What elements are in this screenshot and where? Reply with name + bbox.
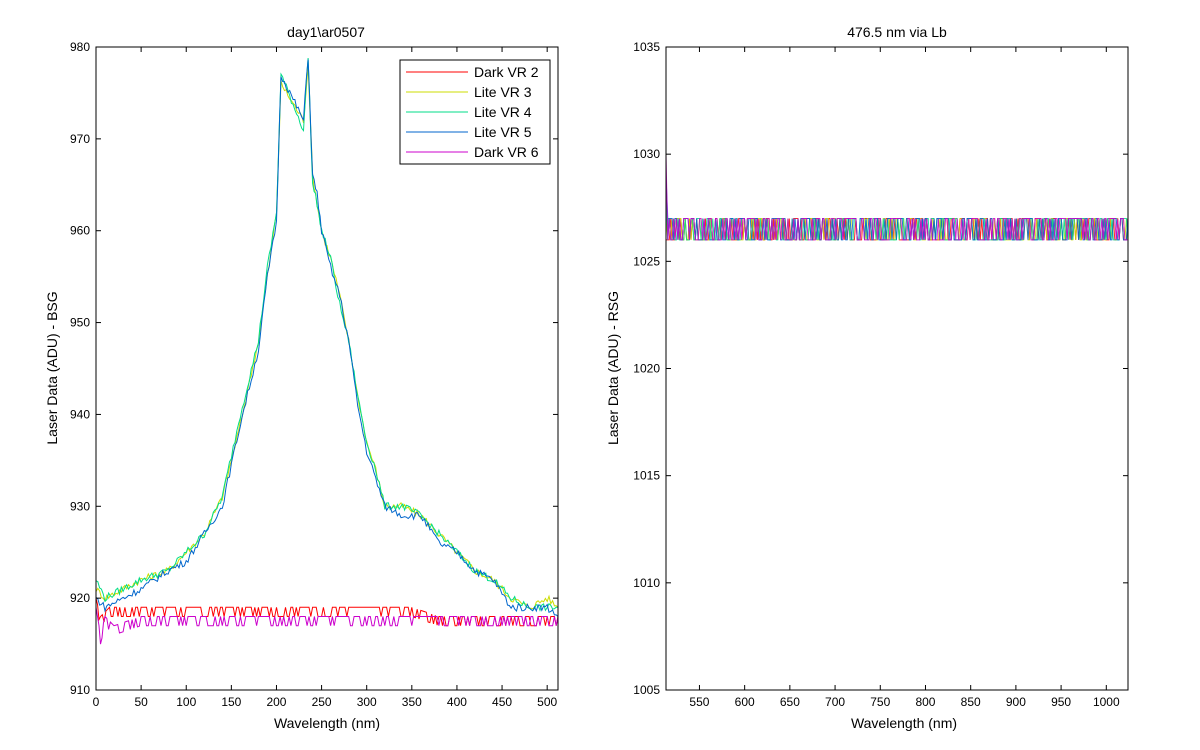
series-line-5 [665, 154, 1128, 241]
y-tick-label: 980 [70, 40, 90, 54]
right-y-axis-label: Laser Data (ADU) - RSG [605, 291, 621, 445]
y-tick-label: 940 [70, 407, 90, 421]
x-tick-label: 700 [825, 695, 845, 709]
right-x-axis-label: Wavelength (nm) [851, 715, 957, 731]
y-tick-label: 910 [70, 683, 90, 697]
x-tick-label: 400 [447, 695, 467, 709]
x-tick-label: 600 [735, 695, 755, 709]
series-line-5 [95, 607, 559, 645]
left-chart-title: day1\ar0507 [287, 24, 365, 40]
legend: Dark VR 2 Lite VR 3 Lite VR 4 Lite VR 5 Dark… [399, 59, 551, 165]
x-tick-label: 0 [93, 695, 100, 709]
x-tick-label: 850 [961, 695, 981, 709]
x-tick-label: 550 [689, 695, 709, 709]
y-tick-label: 1010 [633, 576, 660, 590]
x-tick-label: 450 [492, 695, 512, 709]
left-plot-area [95, 57, 559, 645]
x-tick-label: 650 [780, 695, 800, 709]
y-tick-label: 920 [70, 591, 90, 605]
y-tick-label: 1035 [633, 40, 660, 54]
x-tick-label: 350 [402, 695, 422, 709]
x-tick-label: 250 [312, 695, 332, 709]
y-tick-label: 970 [70, 132, 90, 146]
x-tick-label: 800 [915, 695, 935, 709]
x-tick-label: 500 [537, 695, 557, 709]
legend-entry: Lite VR 5 [474, 124, 532, 140]
left-axes-frame [95, 46, 559, 691]
x-tick-label: 150 [221, 695, 241, 709]
series-line-4 [95, 59, 559, 617]
y-tick-label: 1025 [633, 254, 660, 268]
x-tick-label: 50 [134, 695, 148, 709]
y-tick-label: 950 [70, 316, 90, 330]
x-tick-label: 200 [266, 695, 286, 709]
x-tick-label: 750 [870, 695, 890, 709]
right-chart-title: 476.5 nm via Lb [847, 24, 947, 40]
legend-entry: Lite VR 3 [474, 84, 532, 100]
x-tick-label: 900 [1006, 695, 1026, 709]
y-tick-label: 1030 [633, 147, 660, 161]
left-axes-ticks: 0 50 100 150 200 250 300 350 400 450 500 910 920 930 9… [70, 40, 558, 709]
legend-entry: Dark VR 2 [474, 64, 539, 80]
y-tick-label: 960 [70, 224, 90, 238]
right-axes-frame [665, 46, 1129, 691]
y-tick-label: 1015 [633, 469, 660, 483]
left-x-axis-label: Wavelength (nm) [274, 715, 380, 731]
right-chart: 476.5 nm via Lb 550 600 650 700 750 800 850 900… [605, 24, 1129, 731]
x-tick-label: 1000 [1093, 695, 1120, 709]
left-chart: day1\ar0507 0 50 100 150 200 250 300 350 400 450 5… [44, 24, 559, 731]
right-plot-area [665, 154, 1129, 241]
y-tick-label: 930 [70, 499, 90, 513]
y-tick-label: 1020 [633, 362, 660, 376]
x-tick-label: 300 [357, 695, 377, 709]
y-tick-label: 1005 [633, 683, 660, 697]
right-axes-ticks: 550 600 650 700 750 800 850 900 950 1000 1005 1010 1… [633, 40, 1128, 709]
legend-entry: Dark VR 6 [474, 144, 539, 160]
legend-entry: Lite VR 4 [474, 104, 532, 120]
x-tick-label: 100 [176, 695, 196, 709]
left-y-axis-label: Laser Data (ADU) - BSG [44, 291, 60, 444]
x-tick-label: 950 [1051, 695, 1071, 709]
